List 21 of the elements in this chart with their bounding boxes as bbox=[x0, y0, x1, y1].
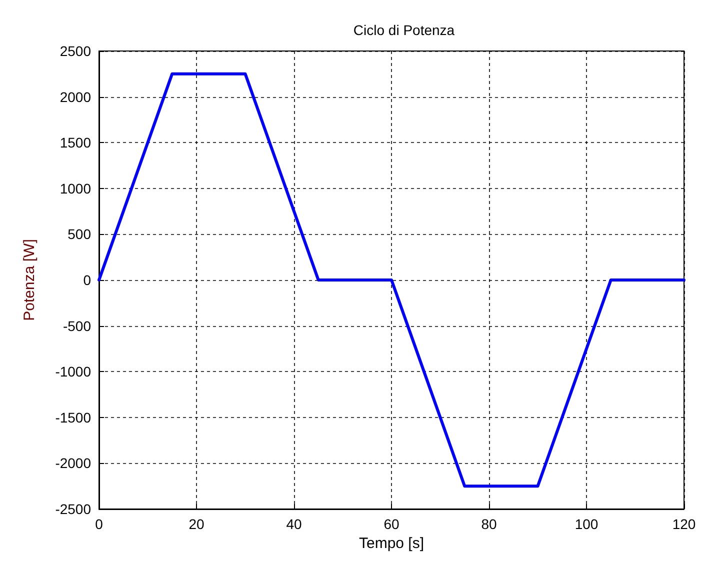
x-tick-label: 20 bbox=[188, 516, 204, 532]
y-tick-label: 2500 bbox=[60, 43, 92, 59]
y-tick-label: -1500 bbox=[55, 409, 92, 426]
y-tick-label: 0 bbox=[83, 272, 92, 288]
y-axis-title: Potenza [W] bbox=[21, 239, 38, 321]
y-tick-label: -1000 bbox=[55, 364, 92, 380]
y-tick-label: 2000 bbox=[60, 88, 92, 105]
y-tick-label: 500 bbox=[68, 226, 92, 242]
x-tick-label: 80 bbox=[481, 516, 497, 532]
y-tick-label: -2000 bbox=[55, 455, 92, 472]
x-tick-label: 120 bbox=[672, 516, 696, 532]
y-tick-label: -2500 bbox=[55, 501, 92, 517]
chart-title: Ciclo di Potenza bbox=[353, 22, 455, 38]
x-tick-label: 60 bbox=[384, 516, 400, 532]
y-tick-label: 1000 bbox=[60, 180, 92, 196]
y-tick-label: 1500 bbox=[60, 134, 92, 151]
x-axis-title: Tempo [s] bbox=[358, 534, 424, 552]
x-tick-label: 40 bbox=[286, 516, 302, 532]
y-tick-label: -500 bbox=[62, 318, 92, 334]
x-tick-label: 0 bbox=[95, 516, 104, 532]
x-tick-label: 100 bbox=[574, 516, 598, 532]
